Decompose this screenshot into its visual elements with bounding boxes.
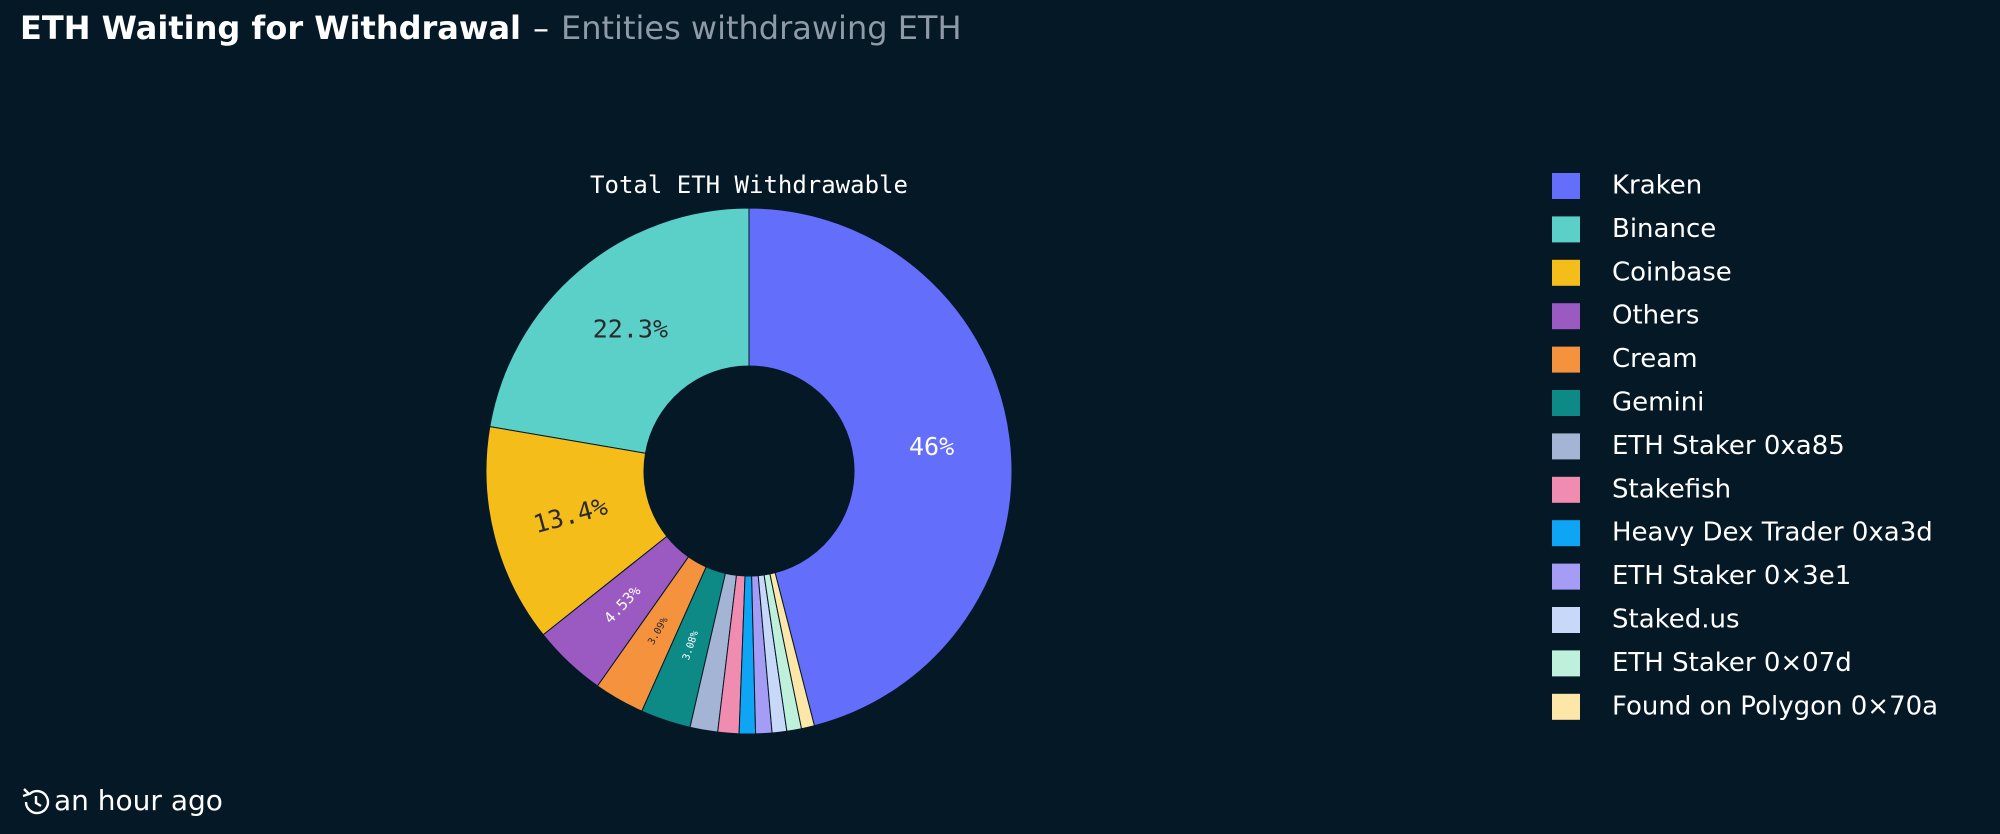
icon-hands	[34, 796, 42, 808]
slice-label: 46%	[909, 432, 954, 461]
slice	[717, 574, 746, 735]
slice	[641, 566, 727, 728]
title: ETH Waiting for Withdrawal	[20, 9, 521, 47]
legend-label: Staked.us	[1612, 605, 1740, 635]
legend-label: Coinbase	[1612, 257, 1732, 287]
legend-label: ETH Staker 0×3e1	[1612, 561, 1851, 591]
history-icon	[22, 788, 50, 815]
legend-swatch	[1552, 173, 1580, 199]
slice	[748, 207, 1013, 727]
slice	[689, 572, 738, 733]
icon-arc	[24, 789, 50, 815]
legend-swatch	[1552, 476, 1580, 503]
legend-swatch	[1552, 346, 1580, 373]
legend-label: Others	[1612, 301, 1699, 331]
slice	[542, 535, 690, 687]
slice	[596, 556, 707, 712]
page-title: ETH Waiting for Withdrawal – Entities with…	[20, 9, 962, 47]
legend-swatch	[1552, 520, 1580, 547]
chart-title: Total ETH Withdrawable	[590, 171, 908, 199]
legend-label: ETH Staker 0xa85	[1612, 431, 1845, 461]
separator: –	[533, 9, 549, 47]
slice-label: 22.3%	[593, 314, 668, 343]
legend-swatch	[1552, 303, 1580, 330]
legend-label: Heavy Dex Trader 0xa3d	[1612, 518, 1933, 548]
legend-label: Binance	[1612, 214, 1716, 244]
legend-label: Cream	[1612, 344, 1698, 374]
legend-label: ETH Staker 0×07d	[1612, 648, 1852, 678]
legend-label: Stakefish	[1612, 474, 1731, 504]
legend-swatch	[1552, 259, 1580, 286]
legend-swatch	[1552, 650, 1580, 677]
slice	[751, 575, 773, 735]
legend-swatch	[1552, 693, 1580, 720]
legend-label: Found on Polygon 0×70a	[1612, 691, 1938, 721]
legend-swatch	[1552, 390, 1580, 416]
legend-label: Kraken	[1612, 171, 1702, 201]
subtitle: Entities withdrawing ETH	[561, 9, 962, 47]
slice	[485, 426, 668, 636]
icon-arrow	[22, 788, 32, 798]
legend-swatch	[1552, 216, 1580, 243]
legend-swatch	[1552, 433, 1580, 460]
legend-label: Gemini	[1612, 388, 1704, 418]
legend-swatch	[1552, 563, 1580, 590]
slice	[738, 575, 757, 735]
slice	[489, 207, 750, 454]
legend-swatch	[1552, 607, 1580, 633]
slice	[769, 572, 816, 730]
updated-time: an hour ago	[54, 784, 223, 817]
